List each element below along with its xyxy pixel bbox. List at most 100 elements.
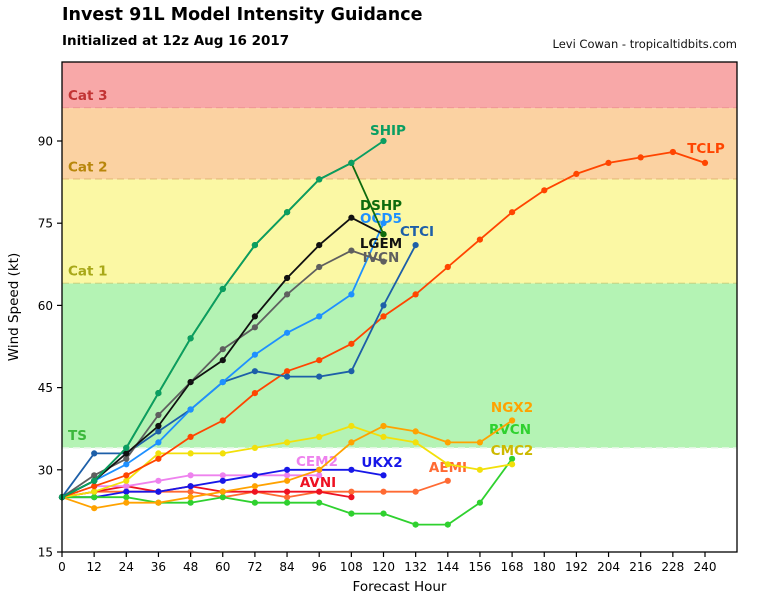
series-point-RVCN-h96 bbox=[316, 499, 323, 506]
series-point-TCLP-h192 bbox=[573, 170, 580, 177]
series-point-CTCI-h108 bbox=[348, 368, 355, 375]
series-point-OCD5-h84 bbox=[284, 329, 291, 336]
series-point-TCLP-h240 bbox=[701, 159, 709, 166]
series-point-IVCN-h108 bbox=[348, 247, 355, 254]
x-tick-label: 144 bbox=[436, 560, 459, 574]
y-tick-label: 45 bbox=[38, 381, 53, 395]
series-point-AEMI-h48 bbox=[187, 488, 194, 495]
series-point-CMC2-h156 bbox=[476, 466, 483, 473]
series-point-RVCN-h108 bbox=[348, 510, 355, 517]
series-point-IVCN-h24 bbox=[123, 455, 130, 462]
series-point-AEMI-h84 bbox=[284, 494, 291, 501]
series-point-TCLP-h156 bbox=[476, 236, 483, 243]
series-point-SHIP-h72 bbox=[251, 242, 258, 249]
series-point-IVCN-h96 bbox=[316, 263, 323, 271]
series-label-UKX2: UKX2 bbox=[361, 455, 402, 471]
series-point-LGEM-h84 bbox=[284, 274, 291, 282]
series-point-TCLP-h204 bbox=[605, 159, 612, 166]
series-point-TCLP-h60 bbox=[219, 417, 226, 424]
series-point-NGX2-h72 bbox=[251, 483, 258, 490]
chart-credit: Levi Cowan - tropicaltidbits.com bbox=[552, 37, 738, 51]
x-tick-label: 84 bbox=[279, 560, 294, 574]
series-point-NGX2-h132 bbox=[412, 428, 419, 435]
series-label-CEM2: CEM2 bbox=[296, 454, 338, 470]
series-point-UKX2-h108 bbox=[348, 466, 355, 473]
y-tick-label: 30 bbox=[38, 463, 53, 477]
series-point-TCLP-h84 bbox=[284, 368, 291, 375]
series-label-IVCN: IVCN bbox=[363, 250, 400, 266]
series-label-AVNI: AVNI bbox=[300, 475, 336, 491]
x-tick-label: 228 bbox=[661, 560, 684, 574]
series-label-SHIP: SHIP bbox=[370, 123, 406, 139]
series-point-CMC2-h96 bbox=[316, 433, 323, 440]
series-label-AEMI: AEMI bbox=[429, 460, 467, 476]
series-line-AVNI bbox=[61, 485, 352, 499]
series-point-TCLP-h132 bbox=[412, 291, 419, 298]
series-point-TCLP-h144 bbox=[444, 263, 451, 271]
series-point-CMC2-h120 bbox=[380, 433, 387, 440]
x-tick-label: 240 bbox=[694, 560, 717, 574]
series-point-CMC2-h108 bbox=[348, 422, 355, 430]
series-point-RVCN-h132 bbox=[412, 521, 419, 528]
series-point-NGX2-h84 bbox=[284, 477, 291, 484]
x-tick-label: 0 bbox=[58, 560, 66, 574]
series-point-RVCN-h24 bbox=[123, 494, 130, 501]
series-point-LGEM-h72 bbox=[251, 313, 258, 320]
series-point-CMC2-h144 bbox=[444, 461, 451, 468]
series-point-CMC2-h48 bbox=[187, 450, 194, 457]
series-point-UKX2-h84 bbox=[284, 466, 291, 473]
series-label-TCLP: TCLP bbox=[687, 141, 725, 157]
series-point-CTCI-h120 bbox=[380, 302, 387, 309]
series-point-TCLP-h216 bbox=[637, 154, 644, 161]
x-tick-label: 72 bbox=[247, 560, 262, 574]
series-point-CMC2-h24 bbox=[123, 477, 130, 484]
x-tick-label: 48 bbox=[183, 560, 198, 574]
series-point-CEM2-h24 bbox=[123, 483, 130, 490]
series-point-TCLP-h96 bbox=[316, 357, 323, 364]
series-point-OCD5-h108 bbox=[348, 291, 355, 298]
series-point-OCD5-h120 bbox=[380, 220, 387, 227]
series-point-NGX2-h60 bbox=[219, 488, 226, 495]
series-point-NGX2-h48 bbox=[187, 494, 194, 501]
series-point-NGX2-h168 bbox=[508, 417, 516, 424]
series-point-AVNI-h84 bbox=[284, 488, 291, 495]
band-label-cat-1: Cat 1 bbox=[68, 263, 108, 279]
band-label-ts: TS bbox=[68, 428, 87, 444]
series-point-OCD5-h72 bbox=[251, 351, 258, 358]
series-point-UKX2-h120 bbox=[380, 472, 387, 479]
series-point-RVCN-h12 bbox=[91, 494, 98, 501]
series-point-CEM2-h60 bbox=[219, 472, 226, 479]
band-cat-1 bbox=[62, 179, 737, 284]
series-point-CMC2-h12 bbox=[91, 488, 98, 495]
series-point-TCLP-h108 bbox=[348, 340, 355, 347]
series-point-IVCN-h84 bbox=[284, 291, 291, 298]
x-tick-label: 36 bbox=[151, 560, 166, 574]
series-point-RVCN-h144 bbox=[444, 521, 451, 528]
series-point-AEMI-h132 bbox=[412, 488, 419, 495]
x-tick-label: 204 bbox=[597, 560, 620, 574]
x-tick-label: 12 bbox=[87, 560, 102, 574]
series-point-NGX2-h24 bbox=[123, 499, 130, 506]
x-tick-label: 108 bbox=[340, 560, 363, 574]
series-point-UKX2-h36 bbox=[155, 488, 162, 495]
series-point-CMC2-h84 bbox=[284, 439, 291, 446]
series-point-TCLP-h36 bbox=[155, 455, 162, 462]
series-point-SHIP-h96 bbox=[316, 176, 323, 183]
x-tick-label: 96 bbox=[312, 560, 327, 574]
series-point-OCD5-h60 bbox=[219, 379, 226, 386]
series-point-AEMI-h120 bbox=[380, 488, 387, 495]
series-point-UKX2-h48 bbox=[187, 483, 194, 490]
series-point-LGEM-h48 bbox=[187, 379, 194, 386]
series-point-DSHP-h120 bbox=[380, 231, 387, 238]
x-axis-title: Forecast Hour bbox=[353, 579, 447, 595]
y-tick-label: 75 bbox=[38, 217, 53, 231]
series-point-AVNI-h108 bbox=[348, 494, 355, 501]
series-point-IVCN-h60 bbox=[219, 346, 226, 353]
y-tick-label: 60 bbox=[38, 299, 53, 313]
series-point-OCD5-h24 bbox=[123, 461, 130, 468]
series-point-RVCN-h120 bbox=[380, 510, 387, 517]
x-tick-label: 192 bbox=[565, 560, 588, 574]
series-point-TCLP-h24 bbox=[123, 472, 130, 479]
